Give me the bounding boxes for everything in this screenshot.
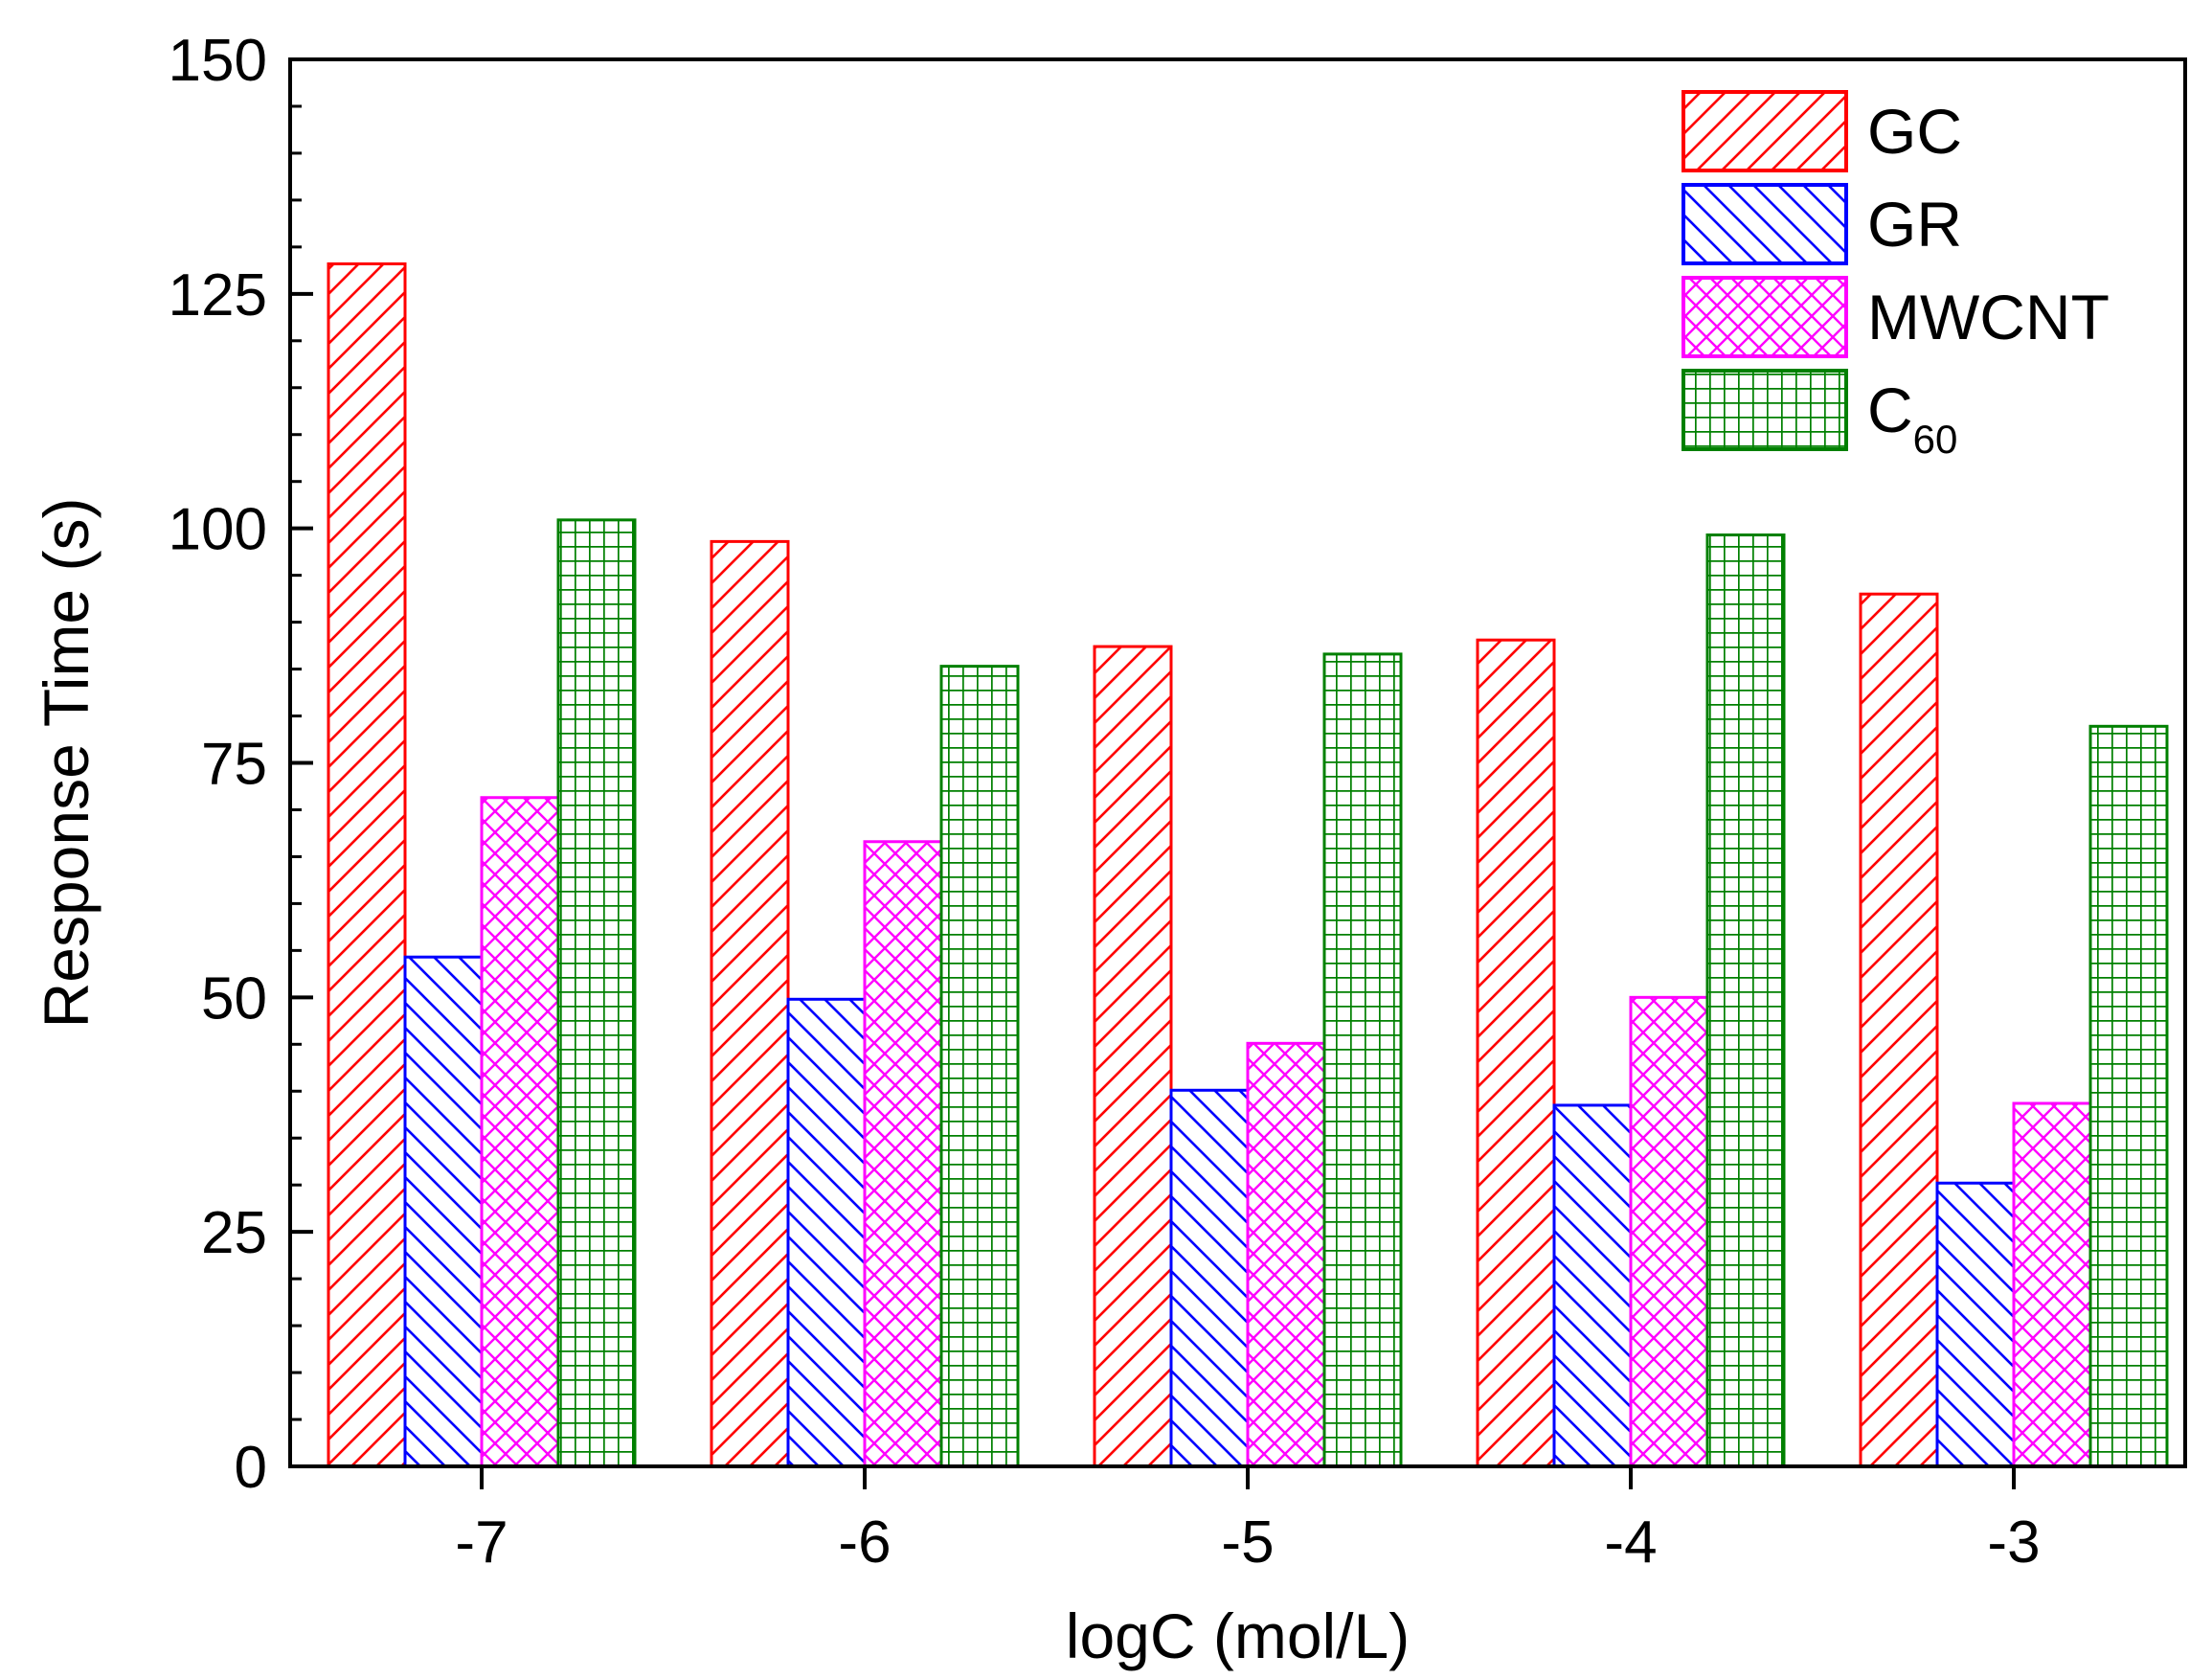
legend-label-gr: GR xyxy=(1867,189,1962,260)
y-axis-title: Response Time (s) xyxy=(31,498,102,1029)
bar-mwcnt-neg6 xyxy=(863,840,943,1468)
bar-mwcnt-neg4 xyxy=(1629,995,1709,1468)
x-axis: -7 -6 -5 -4 -3 xyxy=(455,1466,2041,1576)
legend: GC GR MWCNT C60 xyxy=(1682,90,2110,462)
bars-layer xyxy=(327,261,2169,1468)
legend-swatch-c60 xyxy=(1682,369,1848,451)
x-tick-label: -6 xyxy=(838,1509,891,1576)
bar-c60-neg3 xyxy=(2088,724,2169,1468)
bar-c60-neg4 xyxy=(1705,533,1786,1468)
y-axis: 0 25 50 75 100 125 150 xyxy=(169,28,313,1501)
bar-gr-neg6 xyxy=(786,997,867,1468)
x-tick-label: -5 xyxy=(1221,1509,1274,1576)
bar-gr-neg3 xyxy=(1935,1181,2016,1468)
y-tick-label: 150 xyxy=(169,28,267,94)
bar-gc-neg6 xyxy=(710,539,790,1468)
legend-swatch-gc xyxy=(1682,90,1848,172)
x-tick-label: -7 xyxy=(455,1509,508,1576)
bar-c60-neg6 xyxy=(939,665,1020,1468)
legend-label-mwcnt: MWCNT xyxy=(1867,282,2110,352)
legend-label-c60: C60 xyxy=(1867,374,1957,462)
bar-c60-neg7 xyxy=(556,518,637,1468)
y-tick-label: 0 xyxy=(235,1435,267,1501)
bar-gr-neg7 xyxy=(403,955,484,1468)
bar-gc-neg3 xyxy=(1859,592,1939,1468)
y-tick-label: 75 xyxy=(201,732,267,798)
legend-swatch-gr xyxy=(1682,183,1848,265)
bar-mwcnt-neg7 xyxy=(480,796,560,1468)
x-axis-title: logC (mol/L) xyxy=(1066,1600,1410,1671)
legend-label-gc: GC xyxy=(1867,96,1962,167)
bar-gr-neg5 xyxy=(1169,1088,1250,1468)
bar-mwcnt-neg3 xyxy=(2012,1101,2092,1468)
bar-gc-neg5 xyxy=(1093,645,1173,1468)
plot-frame xyxy=(288,57,2187,1468)
y-tick-label: 125 xyxy=(169,262,267,329)
bar-gc-neg4 xyxy=(1476,638,1556,1468)
y-tick-label: 25 xyxy=(201,1200,267,1266)
bar-gc-neg7 xyxy=(327,261,407,1468)
y-tick-label: 50 xyxy=(201,965,267,1032)
bar-gr-neg4 xyxy=(1552,1103,1633,1468)
y-tick-label: 100 xyxy=(169,497,267,563)
x-tick-label: -3 xyxy=(1987,1509,2040,1576)
bar-mwcnt-neg5 xyxy=(1246,1041,1326,1468)
bar-c60-neg5 xyxy=(1322,652,1403,1468)
x-tick-label: -4 xyxy=(1604,1509,1657,1576)
legend-swatch-mwcnt xyxy=(1682,276,1848,358)
